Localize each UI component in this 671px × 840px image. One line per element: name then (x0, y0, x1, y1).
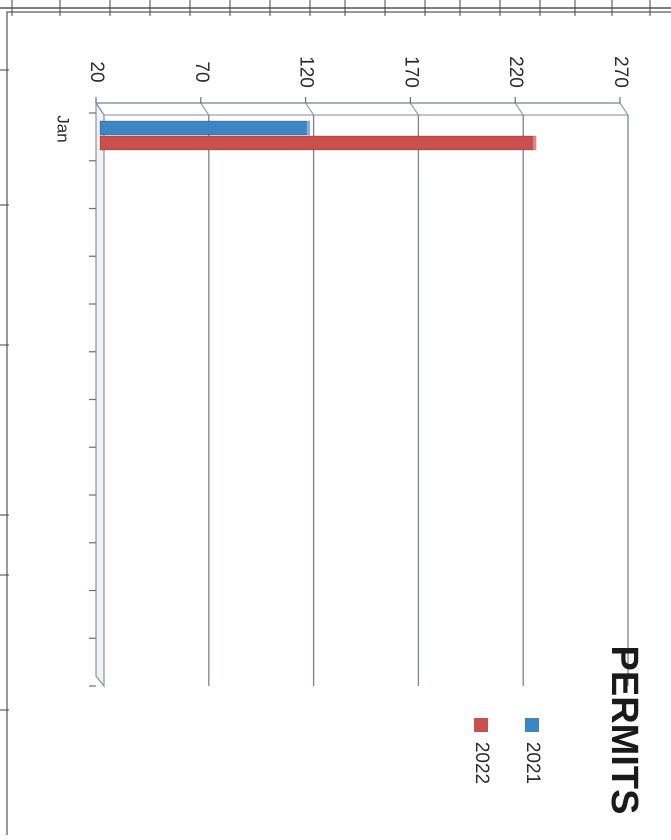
value-tick-label: 20 (86, 61, 107, 82)
legend-swatch-2022 (474, 718, 488, 732)
chart-title: PERMITS (603, 646, 645, 815)
legend-label-2022: 2022 (471, 742, 492, 784)
legend-swatch-2021 (525, 718, 539, 732)
bar-cap-2022-0 (533, 136, 538, 150)
value-tick-label: 70 (191, 61, 212, 82)
legend: 2021 2022 (471, 718, 543, 784)
bar-cap-2021-0 (306, 121, 311, 135)
category-label: Jan (54, 115, 73, 142)
bars (99, 120, 538, 151)
labels: 20 70 120 170 220 270 Jan PERMITS (54, 56, 645, 814)
value-tick-label: 120 (296, 56, 317, 88)
category-axis-floor (95, 101, 105, 688)
bar-2021-0 (99, 120, 311, 136)
value-tick-label: 220 (505, 56, 526, 88)
gridlines (95, 102, 629, 686)
value-tick-label: 170 (400, 56, 421, 88)
gridline-bevel (305, 102, 315, 116)
gridline-bevel (619, 102, 629, 116)
bar-2022-0 (99, 135, 537, 151)
gridline-bevel (409, 102, 419, 116)
gridline-bevel (200, 102, 210, 116)
axes (89, 97, 621, 688)
page-border (6, 11, 671, 840)
value-tick-label: 270 (610, 56, 631, 88)
legend-label-2021: 2021 (522, 742, 543, 784)
gridline-bevel (514, 102, 524, 116)
